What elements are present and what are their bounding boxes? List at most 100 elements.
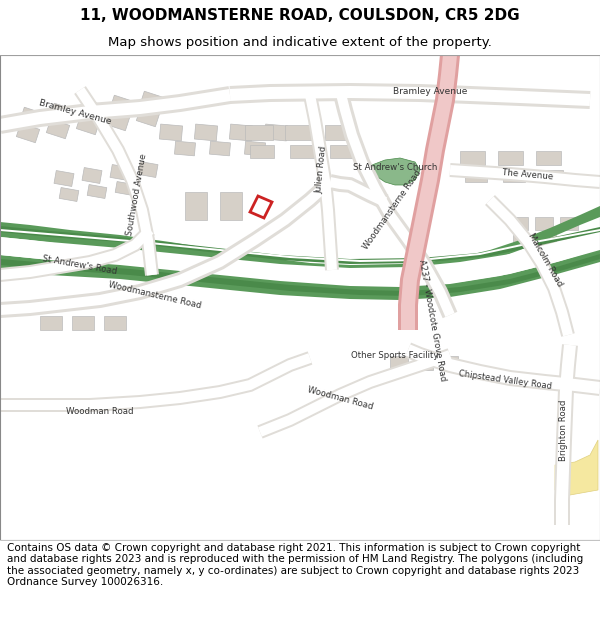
Text: Woodman Road: Woodman Road bbox=[306, 385, 374, 411]
Polygon shape bbox=[245, 125, 273, 140]
Polygon shape bbox=[0, 86, 232, 134]
Polygon shape bbox=[250, 145, 274, 158]
Polygon shape bbox=[0, 229, 600, 262]
Text: Woodman Road: Woodman Road bbox=[66, 408, 134, 416]
Polygon shape bbox=[257, 348, 452, 439]
Polygon shape bbox=[449, 163, 600, 189]
Text: Bramley Avenue: Bramley Avenue bbox=[393, 88, 467, 96]
Polygon shape bbox=[406, 344, 600, 394]
Polygon shape bbox=[335, 89, 455, 317]
Polygon shape bbox=[449, 165, 600, 187]
Polygon shape bbox=[554, 344, 578, 525]
Text: Malcolm Road: Malcolm Road bbox=[526, 232, 564, 288]
Polygon shape bbox=[76, 88, 157, 276]
Polygon shape bbox=[185, 192, 207, 220]
Polygon shape bbox=[0, 351, 313, 412]
Polygon shape bbox=[536, 151, 561, 165]
Polygon shape bbox=[0, 89, 231, 131]
Polygon shape bbox=[405, 342, 600, 396]
Polygon shape bbox=[20, 107, 43, 125]
Polygon shape bbox=[556, 344, 576, 525]
Text: Woodmansterne Road: Woodmansterne Road bbox=[361, 169, 423, 251]
Polygon shape bbox=[136, 107, 160, 127]
Polygon shape bbox=[0, 206, 600, 278]
Text: Contains OS data © Crown copyright and database right 2021. This information is : Contains OS data © Crown copyright and d… bbox=[7, 542, 583, 588]
Polygon shape bbox=[106, 111, 130, 131]
Polygon shape bbox=[140, 91, 163, 109]
Polygon shape bbox=[82, 168, 102, 184]
Polygon shape bbox=[390, 356, 408, 370]
Polygon shape bbox=[160, 124, 182, 141]
Polygon shape bbox=[0, 226, 600, 264]
Polygon shape bbox=[401, 54, 457, 330]
Polygon shape bbox=[487, 196, 573, 336]
Polygon shape bbox=[560, 217, 578, 230]
Polygon shape bbox=[46, 119, 70, 139]
Text: Southwood Avenue: Southwood Avenue bbox=[125, 153, 149, 237]
Polygon shape bbox=[538, 235, 556, 246]
Text: 11, WOODMANSTERNE ROAD, COULSDON, CR5 2DG: 11, WOODMANSTERNE ROAD, COULSDON, CR5 2D… bbox=[80, 8, 520, 23]
Polygon shape bbox=[110, 95, 133, 112]
Polygon shape bbox=[325, 125, 353, 140]
Polygon shape bbox=[332, 88, 457, 318]
Polygon shape bbox=[440, 356, 458, 370]
Polygon shape bbox=[485, 195, 575, 337]
Polygon shape bbox=[76, 115, 100, 135]
Polygon shape bbox=[54, 171, 74, 186]
Polygon shape bbox=[415, 356, 433, 370]
Polygon shape bbox=[503, 170, 525, 182]
Text: St Andrew's Road: St Andrew's Road bbox=[42, 254, 118, 276]
Text: Map shows position and indicative extent of the property.: Map shows position and indicative extent… bbox=[108, 36, 492, 49]
Polygon shape bbox=[74, 86, 159, 276]
Polygon shape bbox=[0, 225, 155, 282]
Polygon shape bbox=[290, 145, 314, 158]
Text: Woodmansterne Road: Woodmansterne Road bbox=[108, 280, 202, 310]
Polygon shape bbox=[510, 217, 528, 230]
Polygon shape bbox=[563, 235, 581, 246]
Polygon shape bbox=[328, 174, 388, 209]
Polygon shape bbox=[50, 103, 73, 121]
Polygon shape bbox=[87, 184, 107, 199]
Polygon shape bbox=[0, 226, 154, 280]
Polygon shape bbox=[0, 176, 335, 318]
Polygon shape bbox=[498, 151, 523, 165]
Polygon shape bbox=[0, 230, 600, 285]
Polygon shape bbox=[303, 94, 339, 271]
Polygon shape bbox=[229, 124, 253, 141]
Polygon shape bbox=[40, 316, 62, 330]
Polygon shape bbox=[465, 170, 487, 182]
Text: St Andrew's Church: St Andrew's Church bbox=[353, 164, 437, 172]
Polygon shape bbox=[555, 440, 598, 495]
Polygon shape bbox=[0, 178, 334, 315]
Polygon shape bbox=[138, 161, 158, 177]
Polygon shape bbox=[0, 353, 311, 410]
Text: A237 - Woodcote Grove Road: A237 - Woodcote Grove Road bbox=[417, 259, 447, 381]
Polygon shape bbox=[535, 217, 553, 230]
Polygon shape bbox=[194, 124, 218, 141]
Polygon shape bbox=[72, 316, 94, 330]
Polygon shape bbox=[104, 316, 126, 330]
Polygon shape bbox=[175, 141, 196, 156]
Polygon shape bbox=[230, 86, 590, 106]
Polygon shape bbox=[220, 192, 242, 220]
Polygon shape bbox=[80, 99, 103, 117]
Polygon shape bbox=[305, 94, 337, 271]
Polygon shape bbox=[329, 177, 387, 206]
Polygon shape bbox=[59, 188, 79, 201]
Text: Chipstead Valley Road: Chipstead Valley Road bbox=[458, 369, 552, 391]
Text: Bramley Avenue: Bramley Avenue bbox=[38, 98, 112, 126]
Text: Other Sports Facility: Other Sports Facility bbox=[351, 351, 439, 359]
Polygon shape bbox=[209, 141, 230, 156]
Polygon shape bbox=[115, 181, 135, 196]
Polygon shape bbox=[16, 123, 40, 142]
Polygon shape bbox=[0, 254, 600, 296]
Polygon shape bbox=[110, 164, 130, 181]
Polygon shape bbox=[398, 54, 460, 330]
Text: Brighton Road: Brighton Road bbox=[559, 399, 568, 461]
Polygon shape bbox=[285, 125, 313, 140]
Polygon shape bbox=[541, 170, 563, 182]
Text: The Avenue: The Avenue bbox=[502, 168, 554, 182]
Polygon shape bbox=[244, 141, 266, 156]
Polygon shape bbox=[265, 124, 287, 141]
Polygon shape bbox=[513, 235, 531, 246]
